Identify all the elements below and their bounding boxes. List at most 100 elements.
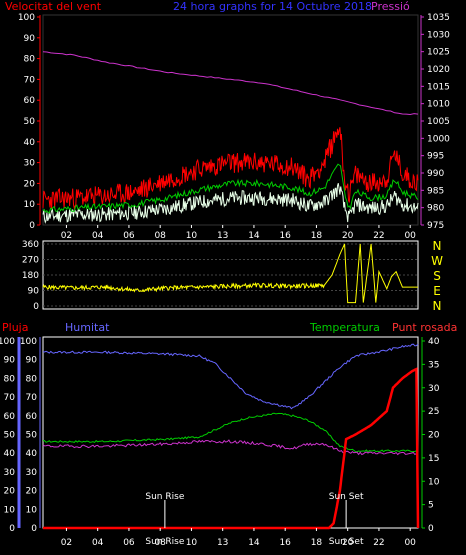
wind-plot-frame <box>42 14 419 226</box>
dewpoint-label: Punt rosada <box>392 321 457 334</box>
humidity-axis-tick-label: 20 <box>26 487 38 497</box>
pressure-axis-tick-label: 1020 <box>427 65 450 75</box>
wind-axis-tick-label: 70 <box>24 75 36 85</box>
wind-x-tick-label: 13 <box>217 231 228 241</box>
wind-axis-tick-label: 90 <box>24 34 36 44</box>
wind-x-tick-label: 06 <box>123 231 135 241</box>
sun-event-label: Sun Rise <box>145 492 184 502</box>
pressure-axis-tick-label: 1005 <box>427 117 450 127</box>
sun-event-axis-label: Sun Set <box>329 537 364 547</box>
humidity-axis-tick-label: 80 <box>26 374 38 384</box>
humidity-line <box>42 343 419 410</box>
sun-event-axis-label: Sun Rise <box>145 537 184 547</box>
wind-x-tick-label: 18 <box>311 231 323 241</box>
wind-x-tick-label: 10 <box>186 231 198 241</box>
rain-axis-tick-label: 50 <box>4 431 16 441</box>
temperature-line <box>42 412 419 453</box>
direction-axis-tick-label: 360 <box>22 240 39 250</box>
humidity-x-tick-label: 14 <box>248 538 260 548</box>
pressure-line <box>42 51 419 116</box>
wind-x-tick-label: 02 <box>61 231 72 241</box>
temperature-axis-tick-label: 5 <box>428 501 434 511</box>
temperature-axis-tick-label: 0 <box>428 524 434 534</box>
humidity-axis-tick-label: 50 <box>26 431 38 441</box>
wind-x-tick-label: 14 <box>248 231 260 241</box>
rain-axis-tick-label: 100 <box>0 337 15 347</box>
wind-axis-tick-label: 30 <box>24 159 36 169</box>
rain-label: Pluja <box>2 321 28 334</box>
temperature-axis-tick-label: 10 <box>428 477 440 487</box>
rain-axis-tick-label: 70 <box>4 393 16 403</box>
humidity-axis-tick-label: 40 <box>26 449 38 459</box>
humidity-x-tick-label: 00 <box>404 538 416 548</box>
pressure-axis-tick-label: 995 <box>427 152 444 162</box>
wind-min-line <box>42 183 419 224</box>
wind-direction-line <box>42 243 418 304</box>
humidity-axis-tick-label: 10 <box>26 505 38 515</box>
compass-label: E <box>433 284 441 298</box>
humidity-axis-tick-label: 0 <box>31 524 37 534</box>
humidity-x-tick-label: 18 <box>311 538 323 548</box>
chart-title: 24 hora graphs for 14 Octubre 2018 <box>173 0 372 13</box>
wind-axis-tick-label: 10 <box>24 200 36 210</box>
humidity-label: Humitat <box>65 321 110 334</box>
wind-x-tick-label: 08 <box>154 231 166 241</box>
wind-x-tick-label: 16 <box>279 231 291 241</box>
wind-average-line <box>42 163 419 214</box>
humidity-x-tick-label: 13 <box>217 538 228 548</box>
humidity-x-tick-label: 22 <box>373 538 384 548</box>
direction-axis-tick-label: 270 <box>22 256 39 266</box>
wind-pressure-panel: Velocitat del vent 24 hora graphs for 14… <box>5 0 450 241</box>
pressure-axis-tick-label: 975 <box>427 221 444 231</box>
pressure-axis-label: Pressió <box>371 0 410 13</box>
wind-x-tick-label: 04 <box>92 231 104 241</box>
compass-label: W <box>431 254 443 268</box>
temperature-label: Temperatura <box>309 321 380 334</box>
rain-axis-tick-label: 60 <box>4 412 16 422</box>
rain-axis-tick-label: 40 <box>4 449 16 459</box>
wind-axis-tick-label: 40 <box>24 138 36 148</box>
humidity-plot-frame <box>42 336 419 529</box>
rain-axis-tick-label: 80 <box>4 374 16 384</box>
temperature-axis-tick-label: 20 <box>428 431 440 441</box>
humidity-x-tick-label: 08 <box>154 538 166 548</box>
pressure-axis-tick-label: 1000 <box>427 134 450 144</box>
direction-axis-tick-label: 0 <box>33 302 39 312</box>
wind-axis-tick-label: 50 <box>24 117 36 127</box>
humidity-axis-tick-label: 100 <box>20 337 37 347</box>
temperature-axis-tick-label: 40 <box>428 337 440 347</box>
wind-x-tick-label: 20 <box>342 231 354 241</box>
compass-label: N <box>433 239 442 253</box>
temperature-axis-tick-label: 35 <box>428 360 439 370</box>
humidity-x-tick-label: 10 <box>186 538 198 548</box>
wind-axis-tick-label: 80 <box>24 55 36 65</box>
humidity-x-tick-label: 06 <box>123 538 135 548</box>
direction-axis-tick-label: 180 <box>22 271 39 281</box>
wind-axis-tick-label: 0 <box>29 221 35 231</box>
rain-line <box>43 367 420 530</box>
wind-axis-tick-label: 60 <box>24 96 36 106</box>
compass-label: N <box>433 299 442 313</box>
rain-axis-tick-label: 90 <box>4 356 16 366</box>
pressure-axis-tick-label: 1030 <box>427 30 450 40</box>
direction-axis-tick-label: 90 <box>28 287 40 297</box>
dewpoint-line <box>42 439 419 456</box>
humidity-axis-tick-label: 60 <box>26 412 38 422</box>
temperature-axis-tick-label: 15 <box>428 454 439 464</box>
rain-axis-tick-label: 20 <box>4 487 16 497</box>
wind-x-tick-label: 22 <box>373 231 384 241</box>
pressure-axis-tick-label: 990 <box>427 169 444 179</box>
humidity-axis-tick-label: 70 <box>26 393 38 403</box>
pressure-axis-tick-label: 1025 <box>427 48 450 58</box>
humidity-axis-tick-label: 90 <box>26 356 38 366</box>
rain-axis-tick-label: 0 <box>9 524 15 534</box>
wind-axis-tick-label: 100 <box>18 13 35 23</box>
humidity-x-tick-label: 04 <box>92 538 104 548</box>
pressure-axis-tick-label: 1010 <box>427 100 450 110</box>
humidity-axis-tick-label: 30 <box>26 468 38 478</box>
wind-x-tick-label: 00 <box>404 231 416 241</box>
temperature-axis-tick-label: 25 <box>428 407 439 417</box>
